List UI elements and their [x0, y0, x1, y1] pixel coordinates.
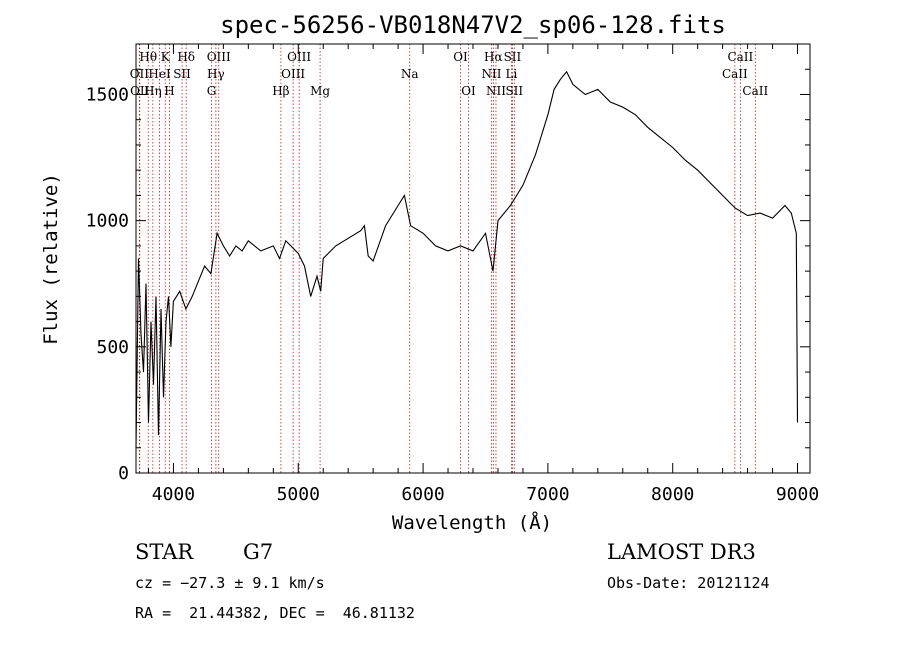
- line-label-24: SII: [505, 84, 523, 98]
- line-label-3: Hη: [144, 84, 162, 98]
- plot-frame: [135, 43, 811, 474]
- line-label-5: HeI: [148, 67, 171, 81]
- chart-title: spec-56256-VB018N47V2_sp06-128.fits: [220, 11, 726, 39]
- line-label-22: SII: [504, 50, 522, 64]
- y-tick-label-0: 0: [118, 463, 129, 484]
- x-axis-ticks: 4000 5000 6000 7000 8000 9000: [147, 44, 819, 505]
- x-axis-label: Wavelength (Å): [392, 511, 552, 534]
- line-label-18: OI: [461, 84, 476, 98]
- line-label-19: Hα: [484, 50, 503, 64]
- line-label-12: OIII: [287, 50, 311, 64]
- line-label-8: SII: [173, 67, 191, 81]
- redshift-cz: cz = −27.3 ± 9.1 km/s: [135, 574, 325, 592]
- object-class: STAR: [135, 540, 194, 564]
- line-label-13: OIII: [281, 67, 305, 81]
- x-tick-label-0: 4000: [152, 484, 195, 505]
- line-label-16: Na: [401, 67, 419, 81]
- spectral-line-markers: [138, 44, 756, 473]
- y-tick-label-2: 1000: [86, 211, 129, 232]
- line-label-17: OI: [453, 50, 468, 64]
- line-label-6: H: [164, 84, 174, 98]
- ra-dec: RA = 21.44382, DEC = 46.81132: [135, 604, 415, 622]
- y-axis-label: Flux (relative): [40, 173, 62, 345]
- line-label-25: CaII: [727, 50, 753, 64]
- observation-date: Obs-Date: 20121124: [607, 574, 770, 592]
- line-label-11: G: [207, 84, 217, 98]
- y-tick-label-1: 500: [96, 337, 129, 358]
- line-label-10: Hγ: [207, 67, 225, 81]
- y-axis-ticks: 0 500 1000 1500: [86, 43, 810, 484]
- survey-name: LAMOST DR3: [607, 540, 756, 564]
- x-tick-label-3: 7000: [526, 484, 569, 505]
- line-label-23: Li: [506, 67, 518, 81]
- y-tick-label-3: 1500: [86, 84, 129, 105]
- line-label-1: OII: [130, 67, 150, 81]
- line-label-21: NII: [486, 84, 506, 98]
- line-label-14: Hβ: [272, 84, 289, 98]
- line-label-7: Hδ: [177, 50, 195, 64]
- line-label-0: Hθ: [139, 50, 157, 64]
- line-label-15: Mg: [310, 84, 330, 98]
- x-tick-label-2: 6000: [401, 484, 444, 505]
- line-label-26: CaII: [722, 67, 748, 81]
- line-label-20: NII: [481, 67, 501, 81]
- line-label-27: CaII: [742, 84, 768, 98]
- line-label-9: OIII: [207, 50, 231, 64]
- x-tick-label-5: 9000: [776, 484, 819, 505]
- object-subclass: G7: [243, 540, 274, 564]
- line-label-4: K: [161, 50, 171, 64]
- x-tick-label-1: 5000: [277, 484, 320, 505]
- x-tick-label-4: 8000: [651, 484, 694, 505]
- flux-series-line: [135, 70, 799, 448]
